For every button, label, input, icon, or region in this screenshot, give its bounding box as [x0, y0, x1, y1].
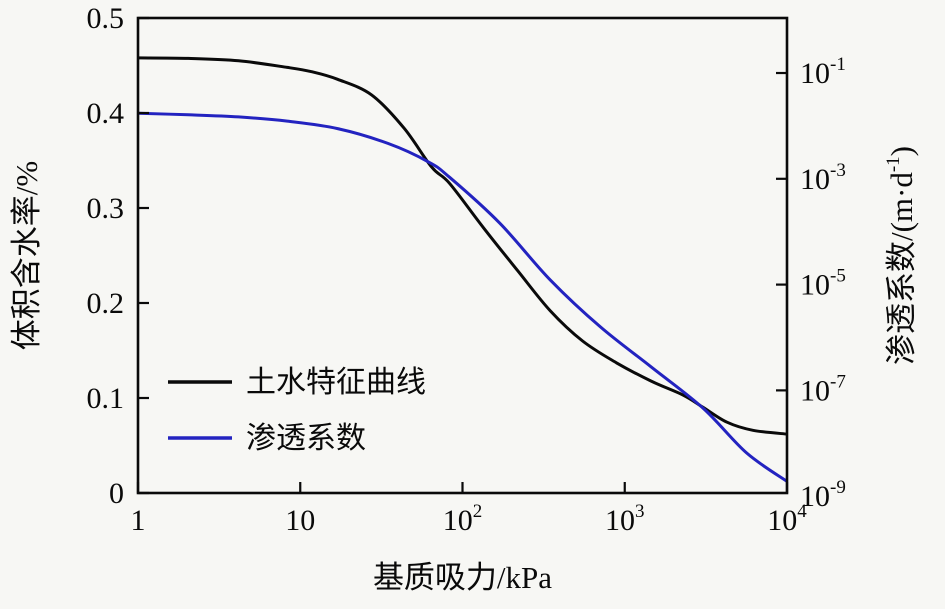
legend-label-permeability: 渗透系数 — [246, 422, 366, 455]
y-left-tick-label: 0.4 — [87, 97, 125, 130]
x-axis-tick-label: 104 — [767, 501, 807, 537]
y-right-tick-label: 10-5 — [800, 266, 846, 302]
y-right-axis-title: 渗透系数/(m·d-1) — [883, 146, 919, 365]
x-axis-tick-label: 10 — [285, 504, 315, 537]
y-right-tick-label: 10-1 — [800, 54, 846, 90]
y-right-tick-label: 10-7 — [800, 371, 846, 407]
y-left-tick-label: 0.5 — [87, 2, 125, 35]
x-axis-tick-label: 103 — [605, 501, 645, 537]
y-right-tick-label: 10-9 — [800, 477, 846, 513]
x-axis-title: 基质吸力/kPa — [373, 560, 552, 595]
x-axis-tick-label: 1 — [131, 504, 146, 537]
y-right-tick-label: 10-3 — [800, 160, 846, 196]
y-left-axis-title: 体积含水率/% — [9, 161, 44, 350]
series-line-permeability — [137, 111, 788, 483]
y-left-tick-label: 0.1 — [87, 382, 125, 415]
legend-label-swcc: 土水特征曲线 — [246, 366, 426, 399]
y-left-tick-label: 0.3 — [87, 192, 125, 225]
y-left-tick-label: 0 — [109, 477, 124, 510]
y-left-tick-label: 0.2 — [87, 287, 125, 320]
x-axis-tick-label: 102 — [443, 501, 483, 537]
